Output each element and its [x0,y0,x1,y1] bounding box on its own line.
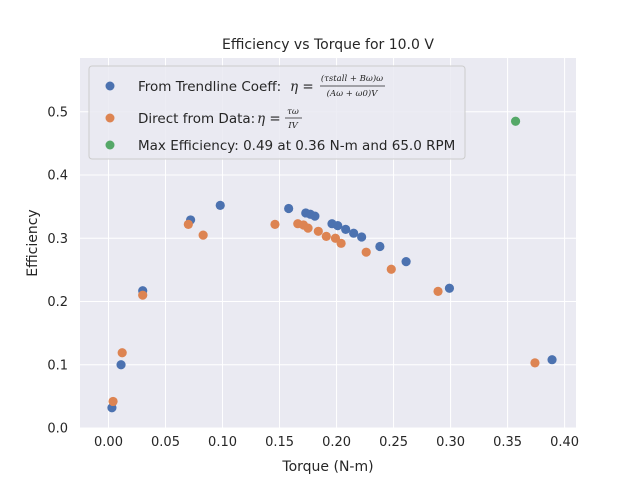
trendline-point [375,241,385,252]
x-tick-label: 0.05 [151,435,180,450]
trendline-point [357,232,367,242]
legend-marker-data [105,113,115,123]
y-tick-label: 0.0 [47,422,68,437]
data-point [530,358,540,368]
trendline-point [333,221,343,231]
data-point [336,238,346,248]
x-tick-label: 0.10 [208,435,237,450]
data-point [138,290,148,300]
data-point [321,231,331,241]
y-axis-label: Efficiency [25,209,41,276]
trendline-point [349,228,359,238]
trendline-point [341,224,351,235]
legend-label-trendline: From Trendline Coeff: [138,79,281,95]
legend-formula-data-lhs: η = [257,111,281,127]
y-tick-label: 0.3 [47,232,68,247]
trendline-point [547,355,557,365]
trendline-point [444,283,455,293]
data-point [433,286,443,296]
trendline-point [310,211,320,221]
trendline-point [215,200,225,210]
y-tick-labels: 0.0 0.1 0.2 0.3 0.4 0.5 [47,105,68,436]
data-point [303,223,313,233]
data-point [117,348,127,358]
x-tick-label: 0.25 [379,435,408,450]
y-tick-label: 0.4 [47,169,68,184]
data-point [313,226,323,236]
data-point [198,230,208,240]
data-point [108,396,118,407]
legend-frame [88,65,466,160]
data-point [270,219,280,229]
trendline-point [284,203,294,214]
data-point [386,264,396,274]
legend-formula-trendline-numerator: (τstall + Bω)ω [321,73,383,84]
y-tick-label: 0.5 [47,105,68,120]
y-tick-label: 0.1 [47,358,68,373]
legend-formula-data-numerator: τω [287,107,299,117]
max-efficiency-point [510,116,521,126]
x-axis-label: Torque (N-m) [281,459,373,475]
x-tick-label: 0.40 [550,435,579,450]
trendline-point [401,257,411,267]
trendline-point [116,360,126,370]
data-points [107,116,557,413]
x-tick-label: 0.20 [322,435,351,450]
chart-title: Efficiency vs Torque for 10.0 V [222,37,434,53]
legend-marker-trendline [105,81,115,91]
x-tick-label: 0.35 [493,435,522,450]
x-tick-label: 0.15 [265,435,294,450]
legend-marker-max [105,140,115,150]
data-point [183,219,193,229]
legend-label-max: Max Efficiency: 0.49 at 0.36 N-m and 65.… [138,138,455,154]
legend-formula-trendline-denominator: (Aω + ω0)V [327,88,379,99]
legend-formula-trendline-lhs: η = [290,79,314,95]
y-tick-label: 0.2 [47,295,68,310]
x-tick-label: 0.00 [94,435,123,450]
data-point [361,247,371,257]
legend-label-data: Direct from Data: [138,111,255,127]
legend-formula-data-denominator: IV [287,121,298,131]
legend: From Trendline Coeff: η = (τstall + Bω)ω… [88,65,466,160]
x-tick-label: 0.30 [436,435,465,450]
x-tick-labels: 0.00 0.05 0.10 0.15 0.20 0.25 0.30 0.35 0.40 [94,435,579,450]
